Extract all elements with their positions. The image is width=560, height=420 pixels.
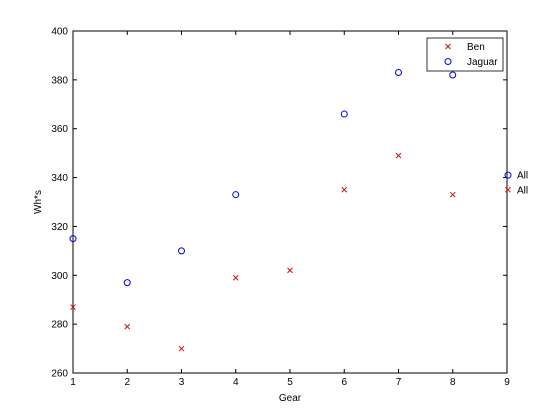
- legend-marker-ben: [445, 43, 451, 50]
- side-labels: All All: [504, 171, 528, 196]
- y-tick-label: 280: [51, 320, 68, 331]
- side-marker: [504, 171, 512, 179]
- y-tick-label: 320: [51, 222, 68, 233]
- y-tick-label: 400: [51, 27, 68, 38]
- point-ben-stroke-b: [395, 152, 402, 159]
- x-tick-label: 8: [450, 377, 456, 388]
- x-tick-label: 6: [341, 377, 347, 388]
- point-ben: [178, 345, 185, 352]
- legend-box: [426, 37, 504, 72]
- plot-area: [72, 30, 508, 374]
- point-ben-stroke-b: [449, 191, 456, 198]
- side-label: All: [517, 185, 528, 196]
- y-tick-label: 340: [51, 173, 68, 184]
- point-jaguar: [232, 191, 240, 199]
- x-tick-label: 4: [233, 377, 239, 388]
- point-ben: [341, 186, 348, 193]
- point-ben-stroke-b: [287, 267, 293, 274]
- legend-label-jaguar: Jaguar: [467, 57, 498, 68]
- y-axis-label: Wh*s: [33, 190, 44, 214]
- y-tick-label: 360: [51, 124, 68, 135]
- y-tick-label: 380: [51, 75, 68, 86]
- point-ben: [124, 323, 131, 330]
- point-jaguar: [449, 71, 457, 79]
- point-jaguar: [123, 279, 131, 287]
- x-tick-label: 2: [124, 377, 130, 388]
- side-marker-stroke-b: [505, 186, 511, 193]
- y-tick-label: 260: [51, 369, 68, 380]
- point-ben-stroke-b: [341, 186, 348, 193]
- data-marks: [69, 69, 457, 352]
- point-ben: [70, 304, 76, 310]
- point-jaguar: [178, 247, 185, 255]
- x-tick-label: 3: [179, 377, 185, 388]
- x-tick-label: 9: [504, 377, 510, 388]
- side-marker: [505, 186, 511, 193]
- point-ben-stroke-b: [232, 274, 239, 281]
- x-tick-label: 1: [70, 377, 76, 388]
- legend-label-ben: Ben: [467, 42, 485, 53]
- y-tick-label: 300: [51, 271, 68, 282]
- legend-marker-ben-stroke-b: [445, 43, 451, 50]
- point-ben-stroke-b: [70, 304, 76, 310]
- legend: Ben Jaguar: [426, 37, 504, 72]
- point-jaguar: [69, 235, 77, 243]
- legend-marker-jaguar: [444, 58, 452, 65]
- point-ben: [232, 274, 239, 281]
- point-jaguar: [395, 69, 402, 77]
- point-ben: [395, 152, 402, 159]
- point-ben: [449, 191, 456, 198]
- side-label: All: [517, 171, 528, 182]
- point-jaguar: [340, 110, 348, 118]
- axis-ticks: 1 2 3 4 5 6 7 8 9 260 280 300 320 340 360 380 400: [51, 27, 510, 389]
- x-tick-label: 7: [396, 377, 402, 388]
- point-ben: [287, 267, 293, 274]
- point-ben-stroke-b: [124, 323, 131, 330]
- x-tick-label: 5: [287, 377, 293, 388]
- x-axis-label: Gear: [279, 393, 302, 404]
- point-ben-stroke-b: [178, 345, 185, 352]
